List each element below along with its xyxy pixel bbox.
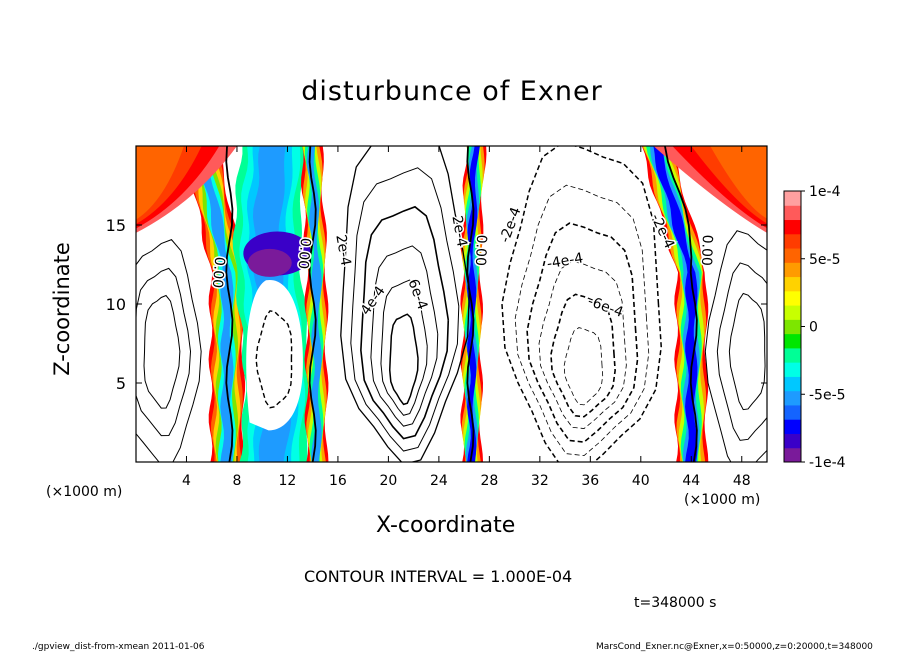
contour-positive (360, 205, 450, 440)
colorbar-swatch (784, 362, 801, 377)
contour-positive (716, 262, 767, 441)
colorbar-swatch (784, 305, 801, 320)
colorbar-swatch (784, 447, 801, 463)
x-unit-left: (×1000 m) (46, 484, 123, 500)
contour-negative (255, 310, 293, 409)
contour-positive (704, 230, 767, 462)
colorbar-swatch (784, 248, 801, 263)
contour-label: 0.00 (295, 237, 314, 269)
field-band (198, 146, 234, 462)
x-tick-label: 32 (531, 473, 549, 489)
y-axis-label: Z-coordinate (50, 242, 74, 376)
contour-positive (370, 245, 439, 427)
contour-negative (514, 184, 650, 457)
colorbar-swatch (784, 347, 801, 363)
contour-positive (143, 294, 181, 409)
colorbar-swatch (784, 191, 801, 206)
x-tick-label: 16 (329, 473, 347, 489)
contour-negative (563, 327, 604, 406)
contour-zero (664, 146, 698, 462)
colorbar-swatch (784, 390, 801, 406)
colorbar-swatch (784, 290, 801, 306)
x-unit-right: (×1000 m) (684, 492, 761, 508)
warm-cap (136, 146, 184, 220)
contour-label: 0.00 (472, 234, 489, 266)
colorbar-tick-label: 0 (809, 320, 818, 336)
contour-positive (388, 313, 419, 406)
colorbar-swatch (784, 404, 801, 420)
colorbar-swatch (784, 262, 801, 278)
x-tick-label: 24 (430, 473, 448, 489)
x-tick-label: 28 (480, 473, 498, 489)
contour-positive (350, 167, 460, 452)
field-band (467, 146, 480, 462)
x-tick-label: 20 (379, 473, 397, 489)
contour-label: 0.00 (209, 256, 228, 288)
contour-positive (728, 292, 766, 411)
colorbar-swatch (784, 205, 801, 221)
field-band (306, 146, 322, 462)
time-stamp: t=348000 s (634, 595, 717, 611)
contour-negative (501, 146, 662, 462)
contour-zero (308, 146, 317, 462)
cold-core (247, 248, 292, 277)
colorbar-swatch (784, 233, 801, 249)
y-tick-label: 10 (106, 295, 126, 314)
footer-right: MarsCond_Exner.nc@Exner,x=0:50000,z=0:20… (596, 642, 873, 652)
colorbar-swatch (784, 219, 801, 235)
contour-positive (136, 239, 202, 462)
colorbar-swatch (784, 419, 801, 434)
field-band (650, 146, 700, 462)
colorbar-tick-label: 1e-4 (809, 184, 841, 200)
x-tick-label: 8 (232, 473, 241, 489)
field-band (653, 146, 698, 462)
colorbar-tick-label: -5e-5 (809, 387, 846, 403)
x-tick-label: 44 (682, 473, 700, 489)
colorbar-swatch (784, 319, 801, 335)
chart-title: disturbunce of Exner (301, 76, 603, 107)
contour-zero (466, 146, 475, 462)
contour-negative (538, 260, 627, 429)
x-tick-label: 4 (182, 473, 191, 489)
warm-cap (710, 146, 767, 219)
y-tick-label: 5 (116, 374, 126, 393)
x-axis-label: X-coordinate (376, 513, 516, 538)
x-tick-label: 36 (581, 473, 599, 489)
colorbar-swatch (784, 376, 801, 392)
colorbar-tick-label: 5e-5 (809, 252, 840, 268)
contour-positive (136, 267, 192, 437)
contour-interval: CONTOUR INTERVAL = 1.000E-04 (304, 567, 573, 586)
contour-negative (526, 222, 639, 443)
footer-left: ./gpview_dist-from-xmean 2011-01-06 (32, 642, 205, 652)
colorbar-swatch (784, 333, 801, 349)
contour-positive (340, 146, 470, 462)
y-tick-label: 15 (106, 216, 126, 235)
x-tick-label: 40 (632, 473, 650, 489)
contour-negative (550, 293, 616, 418)
x-tick-label: 48 (733, 473, 751, 489)
contour-label: 0.00 (698, 234, 715, 266)
colorbar-tick-label: -1e-4 (809, 455, 846, 471)
colorbar-swatch (784, 276, 801, 292)
x-tick-label: 12 (279, 473, 297, 489)
contour-zero (225, 146, 234, 462)
colorbar-swatch (784, 433, 801, 449)
contour-positive (380, 279, 428, 416)
